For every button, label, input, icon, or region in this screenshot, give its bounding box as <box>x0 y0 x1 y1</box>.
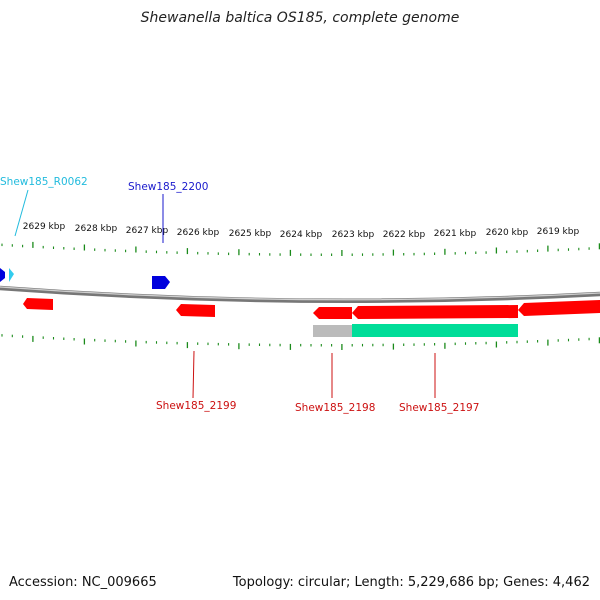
accession-text: Accession: NC_009665 <box>9 575 157 590</box>
gene-label-shew185-2197[interactable]: Shew185_2197 <box>399 402 479 414</box>
scale-label-2627: 2627 kbp <box>126 226 169 236</box>
scale-label-2621: 2621 kbp <box>434 229 477 239</box>
gene-feature-shew185-2198[interactable] <box>313 307 352 319</box>
cds-gap-segment <box>313 325 352 337</box>
scale-label-2629: 2629 kbp <box>23 222 66 232</box>
gene-feature-left-edge-blue[interactable] <box>0 268 5 282</box>
rna-feature-shew185-r0062[interactable] <box>9 268 14 282</box>
gene-feature-shew185-2200[interactable] <box>152 276 170 289</box>
scale-label-2628: 2628 kbp <box>75 224 118 234</box>
gene-label-shew185-2199[interactable]: Shew185_2199 <box>156 400 236 412</box>
scale-label-2626: 2626 kbp <box>177 228 220 238</box>
gene-label-shew185-2198[interactable]: Shew185_2198 <box>295 402 375 414</box>
gene-feature-right-red[interactable] <box>518 300 600 316</box>
gene-feature-left-red[interactable] <box>23 298 53 310</box>
cds-feature-shew185-2197[interactable] <box>352 324 518 337</box>
callout-line-shew185-r0062 <box>14 189 29 237</box>
genome-backbone <box>0 285 600 303</box>
scale-label-2623: 2623 kbp <box>332 230 375 240</box>
callout-line-shew185-2199 <box>192 350 195 399</box>
genome-backbone-highlight <box>0 286 600 301</box>
scale-label-2625: 2625 kbp <box>229 229 272 239</box>
scale-label-2620: 2620 kbp <box>486 228 529 238</box>
scale-label-2622: 2622 kbp <box>383 230 426 240</box>
gene-feature-shew185-2197[interactable] <box>352 305 518 319</box>
gene-label-shew185-r0062[interactable]: Shew185_R0062 <box>0 176 88 188</box>
scale-label-2619: 2619 kbp <box>537 227 580 237</box>
scale-label-2624: 2624 kbp <box>280 230 323 240</box>
scale-ticks-bottom <box>1 334 600 350</box>
gene-feature-shew185-2199[interactable] <box>176 304 215 317</box>
genome-summary-text: Topology: circular; Length: 5,229,686 bp… <box>232 575 590 590</box>
gene-label-shew185-2200[interactable]: Shew185_2200 <box>128 181 208 193</box>
map-title: Shewanella baltica OS185, complete genom… <box>140 10 460 26</box>
scale-ticks-top <box>1 241 600 256</box>
